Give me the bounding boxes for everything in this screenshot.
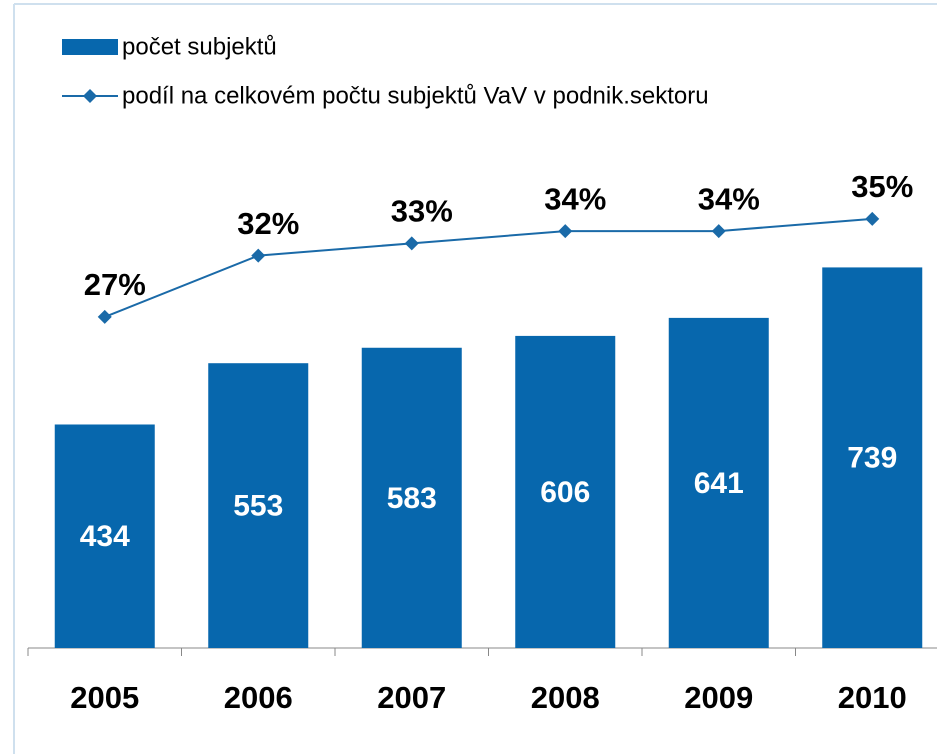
line-marker (97, 309, 112, 324)
legend-marker (83, 89, 97, 103)
x-tick-label: 2007 (377, 680, 446, 715)
line-value-label: 27% (84, 267, 146, 302)
bar (208, 363, 309, 648)
line-marker (251, 248, 266, 263)
bar (515, 335, 616, 648)
x-tick-label: 2008 (531, 680, 600, 715)
legend-label: počet subjektů (122, 33, 277, 60)
x-tick-label: 2010 (838, 680, 907, 715)
bar-value-label: 739 (847, 442, 897, 475)
line-value-label: 32% (237, 206, 299, 241)
bar (822, 267, 923, 648)
line-value-label: 33% (391, 194, 453, 229)
bar (668, 317, 769, 648)
line-value-label: 34% (698, 181, 760, 216)
line-value-label: 35% (851, 169, 913, 204)
line-marker (711, 224, 726, 239)
bar-value-label: 641 (694, 467, 744, 500)
x-tick-label: 2005 (70, 680, 139, 715)
x-tick-label: 2009 (684, 680, 753, 715)
line-value-label: 34% (544, 181, 606, 216)
bar-value-label: 606 (540, 476, 590, 509)
line-marker (558, 224, 573, 239)
line-marker (865, 211, 880, 226)
bar-value-label: 434 (80, 520, 130, 553)
x-tick-label: 2006 (224, 680, 293, 715)
line (104, 217, 873, 318)
bar (54, 424, 155, 648)
legend-swatch (62, 39, 118, 55)
line-marker (404, 236, 419, 251)
legend-label: podíl na celkovém počtu subjektů VaV v p… (122, 82, 709, 109)
bar-value-label: 553 (233, 490, 283, 523)
bar-value-label: 583 (387, 482, 437, 515)
bar (361, 347, 462, 648)
